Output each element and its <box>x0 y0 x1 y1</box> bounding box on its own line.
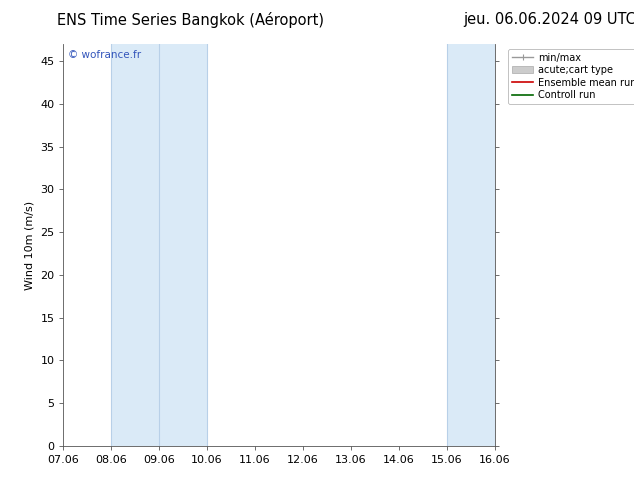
Y-axis label: Wind 10m (m/s): Wind 10m (m/s) <box>25 200 35 290</box>
Text: jeu. 06.06.2024 09 UTC: jeu. 06.06.2024 09 UTC <box>463 12 634 27</box>
Bar <box>112 44 207 446</box>
Text: ENS Time Series Bangkok (Aéroport): ENS Time Series Bangkok (Aéroport) <box>56 12 324 28</box>
Text: © wofrance.fr: © wofrance.fr <box>68 50 141 60</box>
Legend: min/max, acute;cart type, Ensemble mean run, Controll run: min/max, acute;cart type, Ensemble mean … <box>508 49 634 104</box>
Bar <box>446 44 543 446</box>
